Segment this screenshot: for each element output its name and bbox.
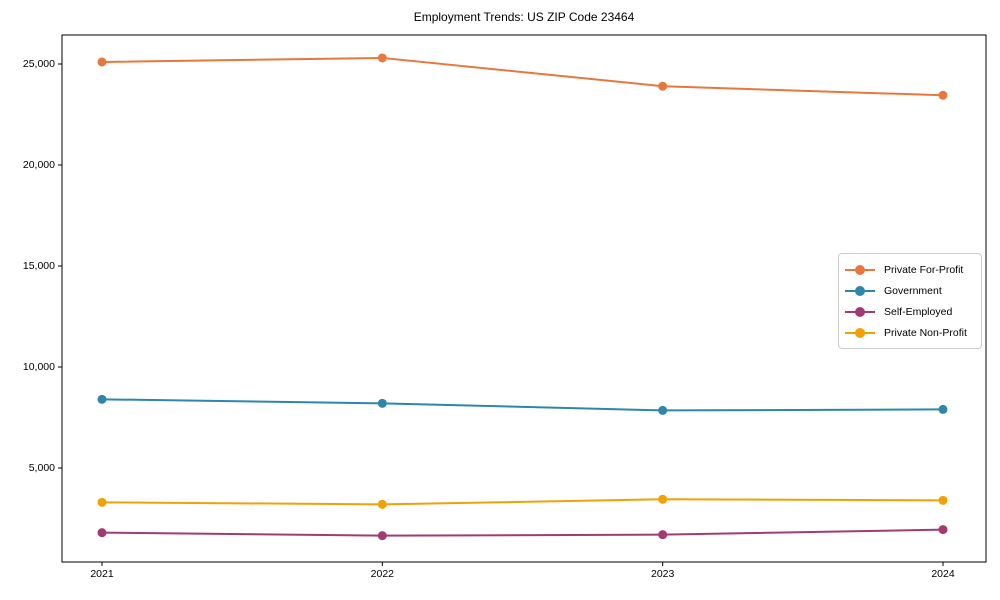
data-point-private-non-profit-2021 bbox=[97, 497, 107, 507]
x-tick-label: 2023 bbox=[651, 568, 675, 580]
legend-item: Private For-Profit bbox=[845, 259, 975, 280]
legend-marker-icon bbox=[845, 285, 875, 296]
series-line-private-non-profit bbox=[101, 498, 944, 506]
data-point-self-employed-2022 bbox=[377, 531, 387, 541]
legend-marker-icon bbox=[845, 327, 875, 338]
legend-label: Government bbox=[884, 284, 942, 297]
y-tick-label: 10,000 bbox=[23, 361, 55, 373]
data-point-private-non-profit-2023 bbox=[658, 494, 668, 504]
y-tick-label: 15,000 bbox=[23, 260, 55, 272]
legend: Private For-Profit Government Self-Employe… bbox=[838, 253, 982, 349]
legend-label: Private Non-Profit bbox=[884, 326, 967, 339]
data-point-self-employed-2024 bbox=[938, 525, 948, 535]
legend-marker-icon bbox=[845, 264, 875, 275]
data-point-private-non-profit-2022 bbox=[377, 499, 387, 509]
legend-item: Private Non-Profit bbox=[845, 322, 975, 343]
y-tick-label: 20,000 bbox=[23, 159, 55, 171]
plot-border bbox=[61, 34, 987, 563]
data-point-government-2022 bbox=[377, 398, 387, 408]
y-tick-label: 5,000 bbox=[29, 462, 55, 474]
data-point-private-for-profit-2023 bbox=[658, 81, 668, 91]
data-point-government-2024 bbox=[938, 404, 948, 414]
series-line-government bbox=[101, 398, 944, 412]
data-point-private-for-profit-2021 bbox=[97, 57, 107, 67]
y-tick-label: 25,000 bbox=[23, 58, 55, 70]
data-point-private-for-profit-2022 bbox=[377, 53, 387, 63]
series-line-private-for-profit bbox=[101, 56, 944, 97]
data-point-private-non-profit-2024 bbox=[938, 495, 948, 505]
x-tick-label: 2024 bbox=[931, 568, 955, 580]
legend-label: Self-Employed bbox=[884, 305, 953, 318]
data-point-self-employed-2023 bbox=[658, 530, 668, 540]
data-point-self-employed-2021 bbox=[97, 528, 107, 538]
x-tick-label: 2022 bbox=[371, 568, 395, 580]
x-tick-label: 2021 bbox=[90, 568, 114, 580]
data-point-government-2023 bbox=[658, 405, 668, 415]
data-point-private-for-profit-2024 bbox=[938, 90, 948, 100]
legend-label: Private For-Profit bbox=[884, 263, 964, 276]
legend-item: Government bbox=[845, 280, 975, 301]
legend-marker-icon bbox=[845, 306, 875, 317]
chart-title: Employment Trends: US ZIP Code 23464 bbox=[413, 10, 635, 24]
series-line-self-employed bbox=[101, 528, 944, 537]
data-point-government-2021 bbox=[97, 394, 107, 404]
legend-item: Self-Employed bbox=[845, 301, 975, 322]
